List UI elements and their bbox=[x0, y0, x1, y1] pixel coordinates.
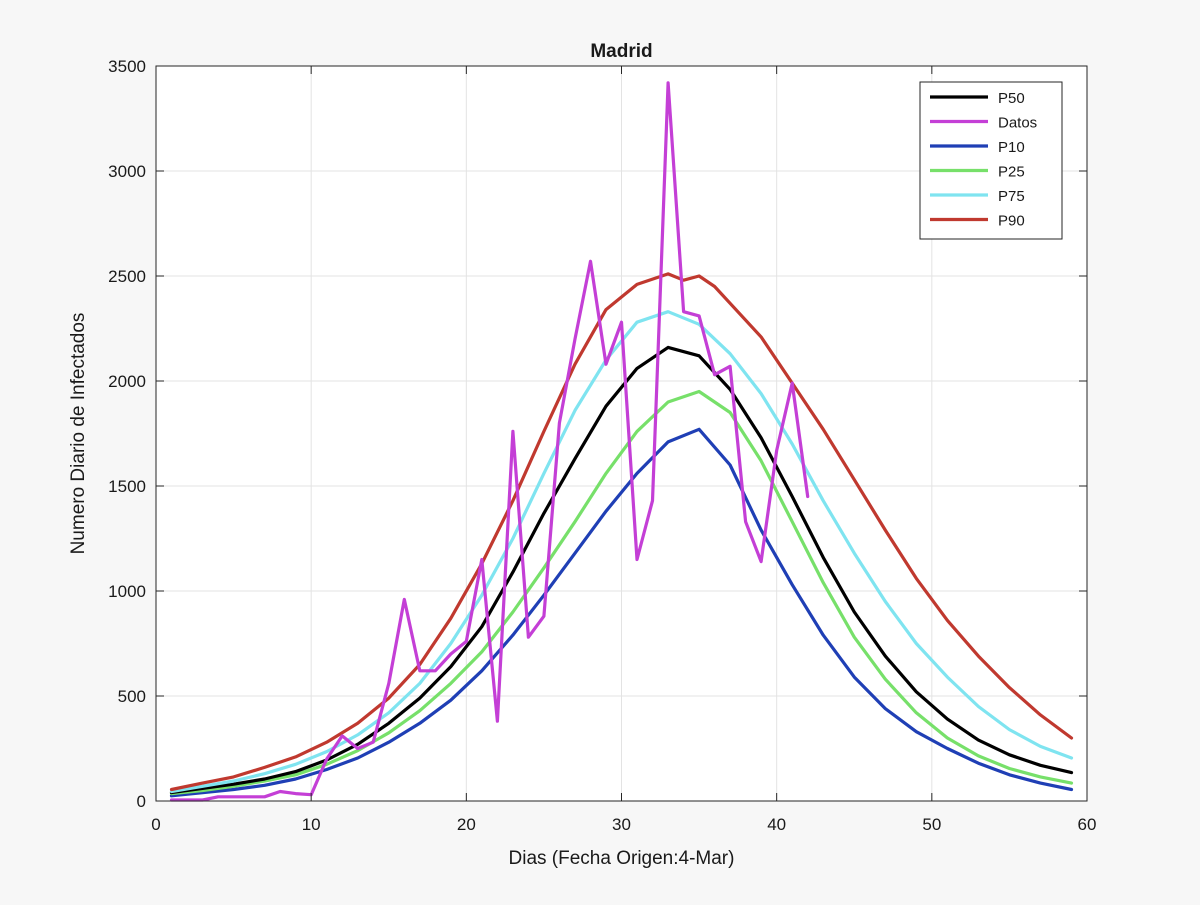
x-tick-label: 0 bbox=[151, 815, 160, 834]
chart-title: Madrid bbox=[590, 41, 652, 62]
series-line-p50 bbox=[169, 345, 1074, 795]
legend-label: Datos bbox=[998, 115, 1037, 132]
legend: P50 Datos P10 P25 P75 P90 bbox=[919, 81, 1063, 240]
y-tick-label: 3000 bbox=[108, 162, 146, 181]
legend-label: P90 bbox=[998, 213, 1025, 230]
y-tick-label: 3500 bbox=[108, 57, 146, 76]
x-tick-label: 20 bbox=[457, 815, 476, 834]
ticks: 0 10 20 30 40 50 60 0 500 1000 1500 2000 2500 3000 350… bbox=[108, 57, 1096, 834]
x-tick-label: 10 bbox=[302, 815, 321, 834]
x-tick-label: 40 bbox=[767, 815, 786, 834]
y-tick-label: 2500 bbox=[108, 267, 146, 286]
y-tick-label: 1000 bbox=[108, 582, 146, 601]
y-axis-title: Numero Diario de Infectados bbox=[68, 313, 89, 555]
series-line-datos bbox=[169, 81, 810, 802]
legend-box bbox=[919, 81, 1063, 240]
y-tick-label: 0 bbox=[137, 792, 146, 811]
x-tick-label: 60 bbox=[1078, 815, 1097, 834]
legend-label: P50 bbox=[998, 90, 1025, 107]
series-line-p25 bbox=[169, 389, 1074, 796]
x-tick-label: 30 bbox=[612, 815, 631, 834]
legend-label: P10 bbox=[998, 139, 1025, 156]
y-tick-label: 500 bbox=[118, 687, 146, 706]
series-group bbox=[169, 81, 1074, 802]
legend-label: P75 bbox=[998, 188, 1025, 205]
x-axis-title: Dias (Fecha Origen:4-Mar) bbox=[509, 848, 735, 869]
y-tick-label: 1500 bbox=[108, 477, 146, 496]
y-tick-label: 2000 bbox=[108, 372, 146, 391]
series-line-p90 bbox=[169, 272, 1074, 792]
legend-label: P25 bbox=[998, 164, 1025, 181]
x-tick-label: 50 bbox=[922, 815, 941, 834]
